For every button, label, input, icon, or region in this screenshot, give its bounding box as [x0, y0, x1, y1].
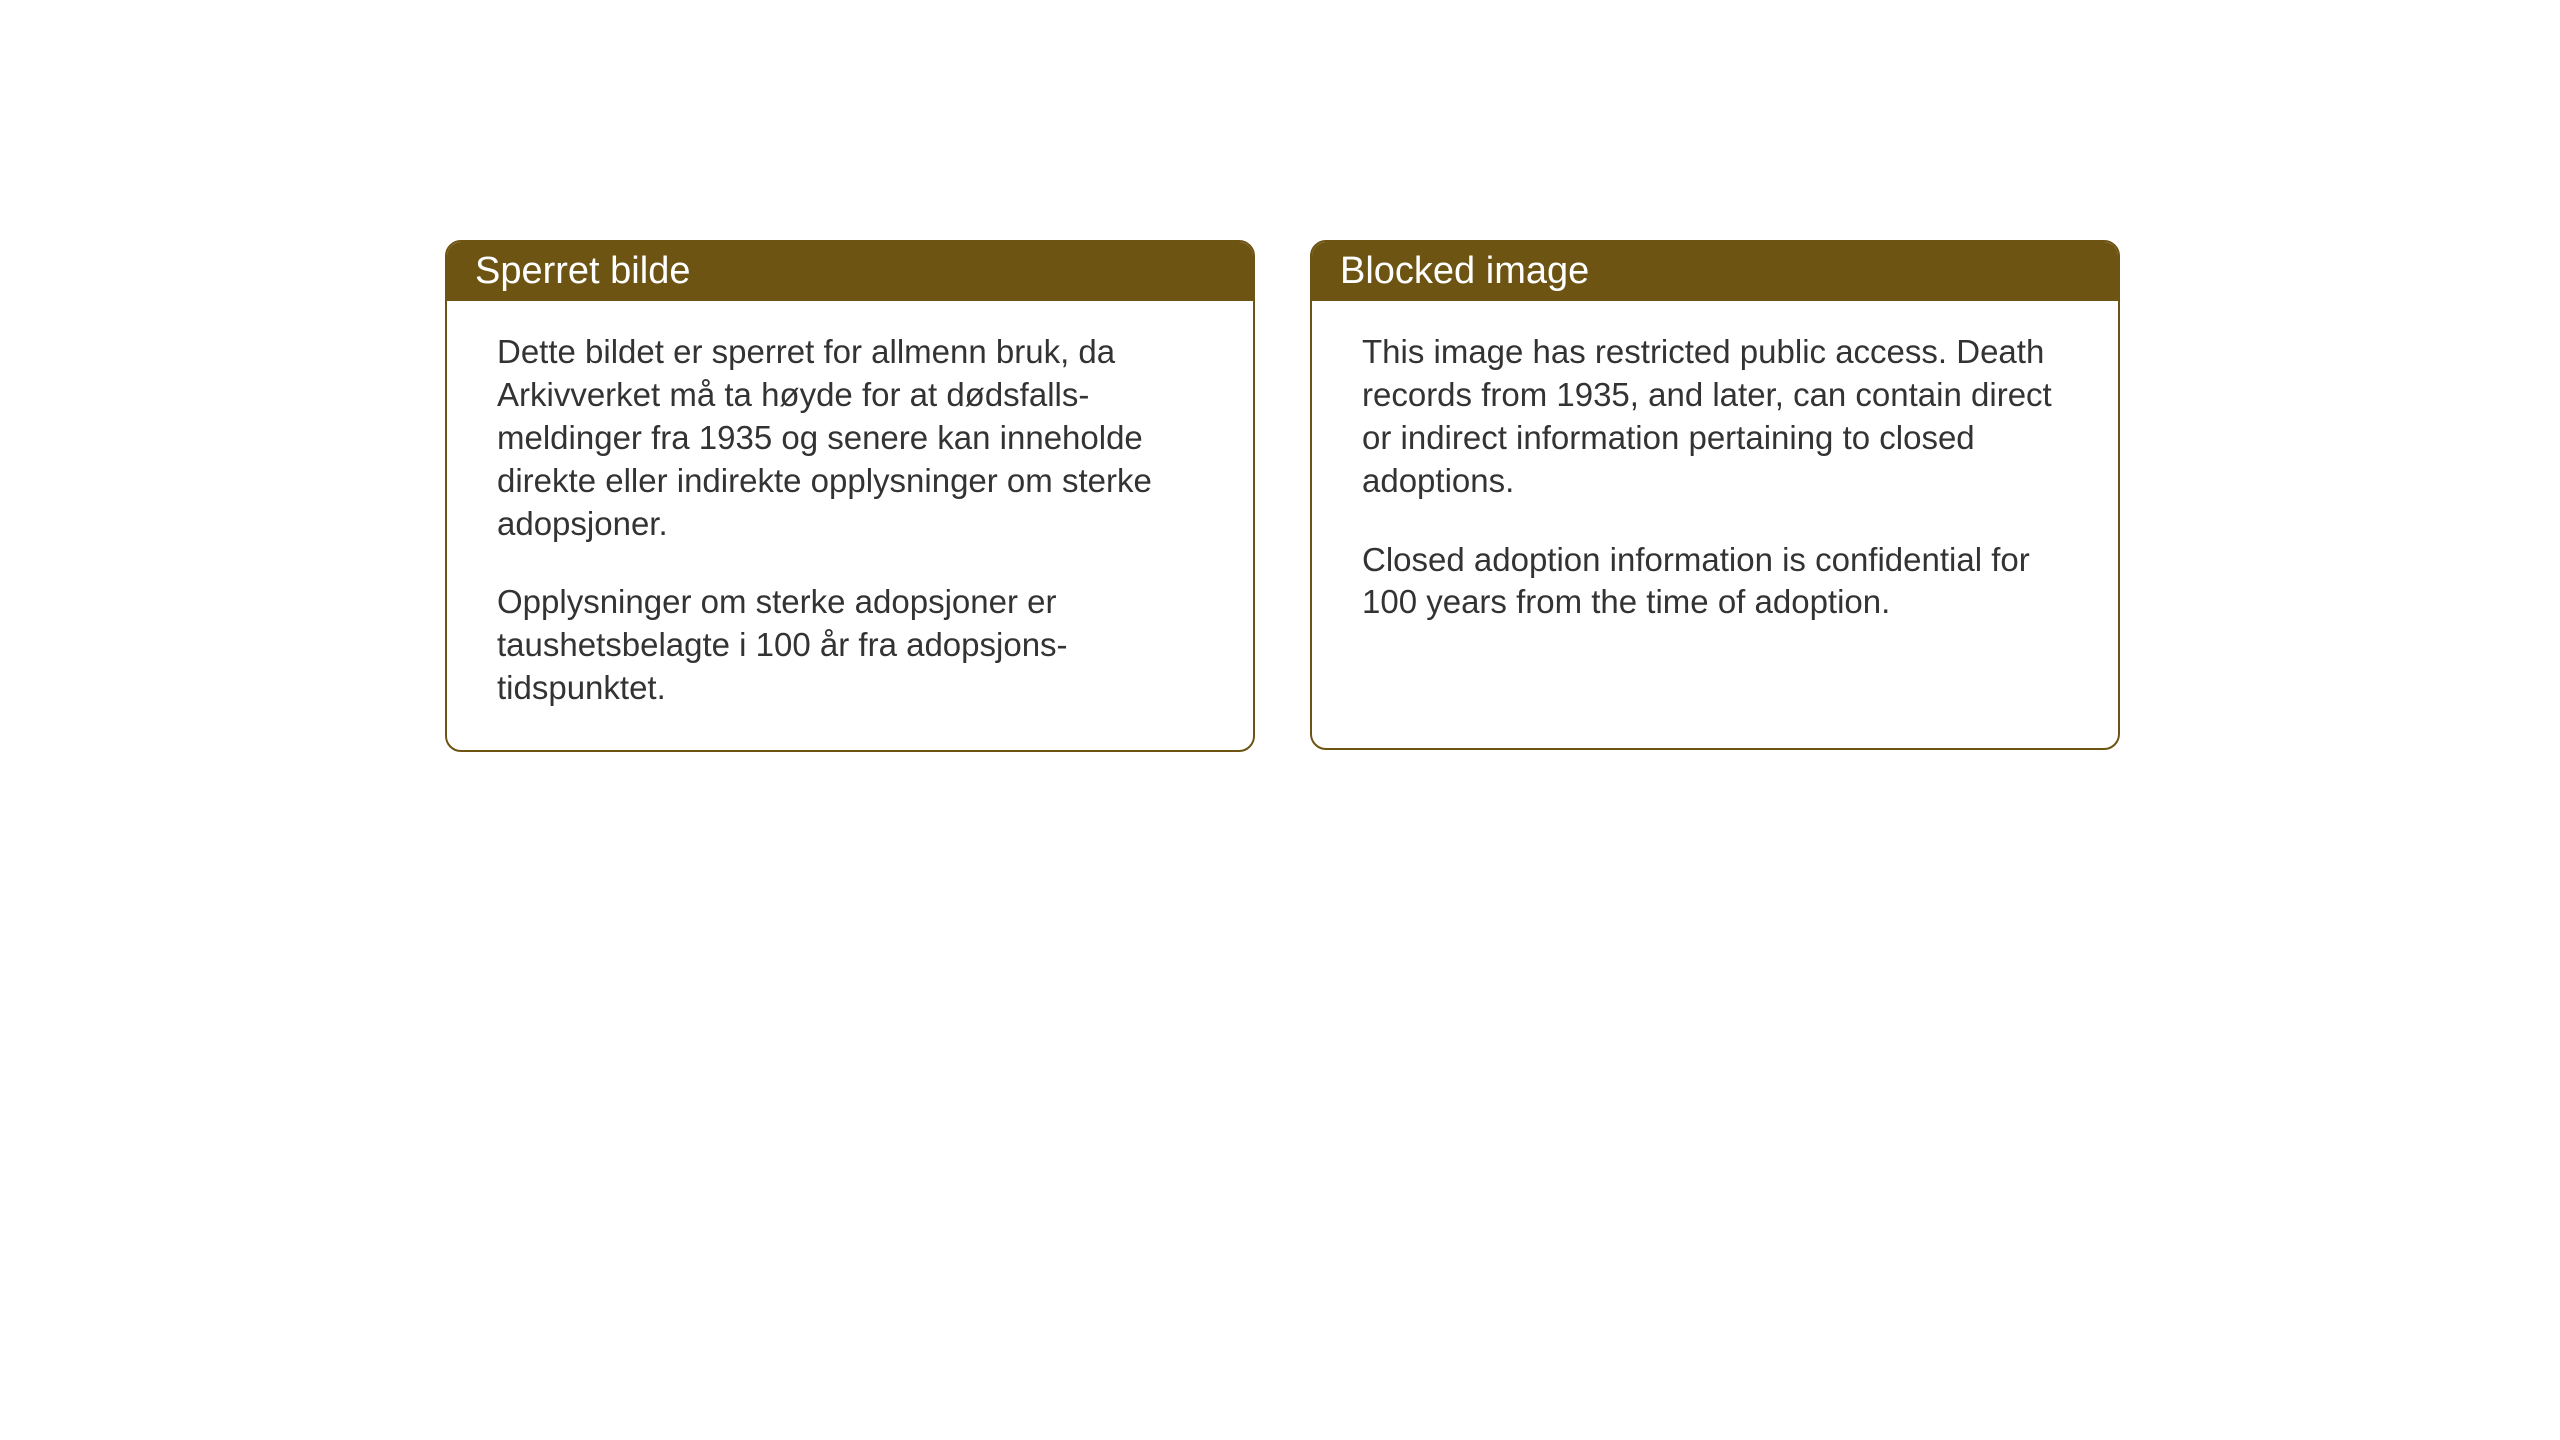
- notice-card-english: Blocked image This image has restricted …: [1310, 240, 2120, 750]
- notice-header-english: Blocked image: [1312, 242, 2118, 301]
- notice-paragraph-1-norwegian: Dette bildet er sperret for allmenn bruk…: [497, 331, 1203, 545]
- notice-paragraph-1-english: This image has restricted public access.…: [1362, 331, 2068, 503]
- notice-title-english: Blocked image: [1340, 250, 1589, 292]
- notice-title-norwegian: Sperret bilde: [475, 250, 690, 292]
- notice-body-english: This image has restricted public access.…: [1312, 301, 2118, 664]
- notice-container: Sperret bilde Dette bildet er sperret fo…: [445, 240, 2120, 752]
- notice-card-norwegian: Sperret bilde Dette bildet er sperret fo…: [445, 240, 1255, 752]
- notice-paragraph-2-norwegian: Opplysninger om sterke adopsjoner er tau…: [497, 581, 1203, 710]
- notice-paragraph-2-english: Closed adoption information is confident…: [1362, 539, 2068, 625]
- notice-header-norwegian: Sperret bilde: [447, 242, 1253, 301]
- notice-body-norwegian: Dette bildet er sperret for allmenn bruk…: [447, 301, 1253, 750]
